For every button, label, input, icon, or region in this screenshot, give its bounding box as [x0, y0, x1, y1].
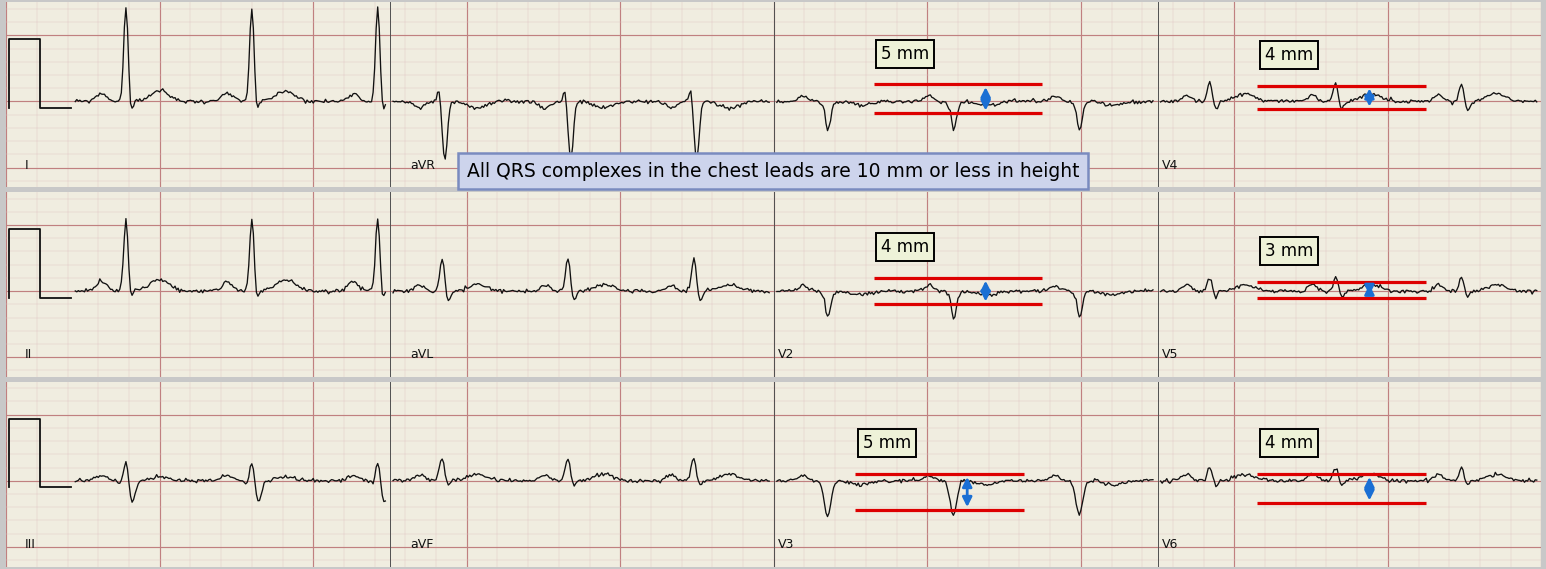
Text: 4 mm: 4 mm	[1265, 46, 1313, 64]
Text: V3: V3	[778, 538, 795, 551]
Text: V1: V1	[778, 159, 795, 171]
Text: aVF: aVF	[410, 538, 433, 551]
Text: All QRS complexes in the chest leads are 10 mm or less in height: All QRS complexes in the chest leads are…	[467, 162, 1079, 181]
Text: 4 mm: 4 mm	[1265, 435, 1313, 452]
Text: V5: V5	[1163, 348, 1178, 361]
Text: II: II	[25, 348, 32, 361]
Text: III: III	[25, 538, 36, 551]
Text: 4 mm: 4 mm	[881, 238, 929, 256]
Text: 3 mm: 3 mm	[1265, 242, 1314, 260]
Text: aVL: aVL	[410, 348, 433, 361]
Text: V4: V4	[1163, 159, 1178, 171]
Text: 5 mm: 5 mm	[881, 44, 929, 63]
Text: 5 mm: 5 mm	[863, 435, 911, 452]
Text: V6: V6	[1163, 538, 1178, 551]
Text: V2: V2	[778, 348, 795, 361]
Text: I: I	[25, 159, 28, 171]
Text: aVR: aVR	[410, 159, 434, 171]
